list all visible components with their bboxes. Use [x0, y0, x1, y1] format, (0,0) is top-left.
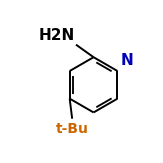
- Text: t-Bu: t-Bu: [56, 122, 89, 136]
- Text: H2N: H2N: [38, 28, 75, 43]
- Text: N: N: [121, 52, 133, 67]
